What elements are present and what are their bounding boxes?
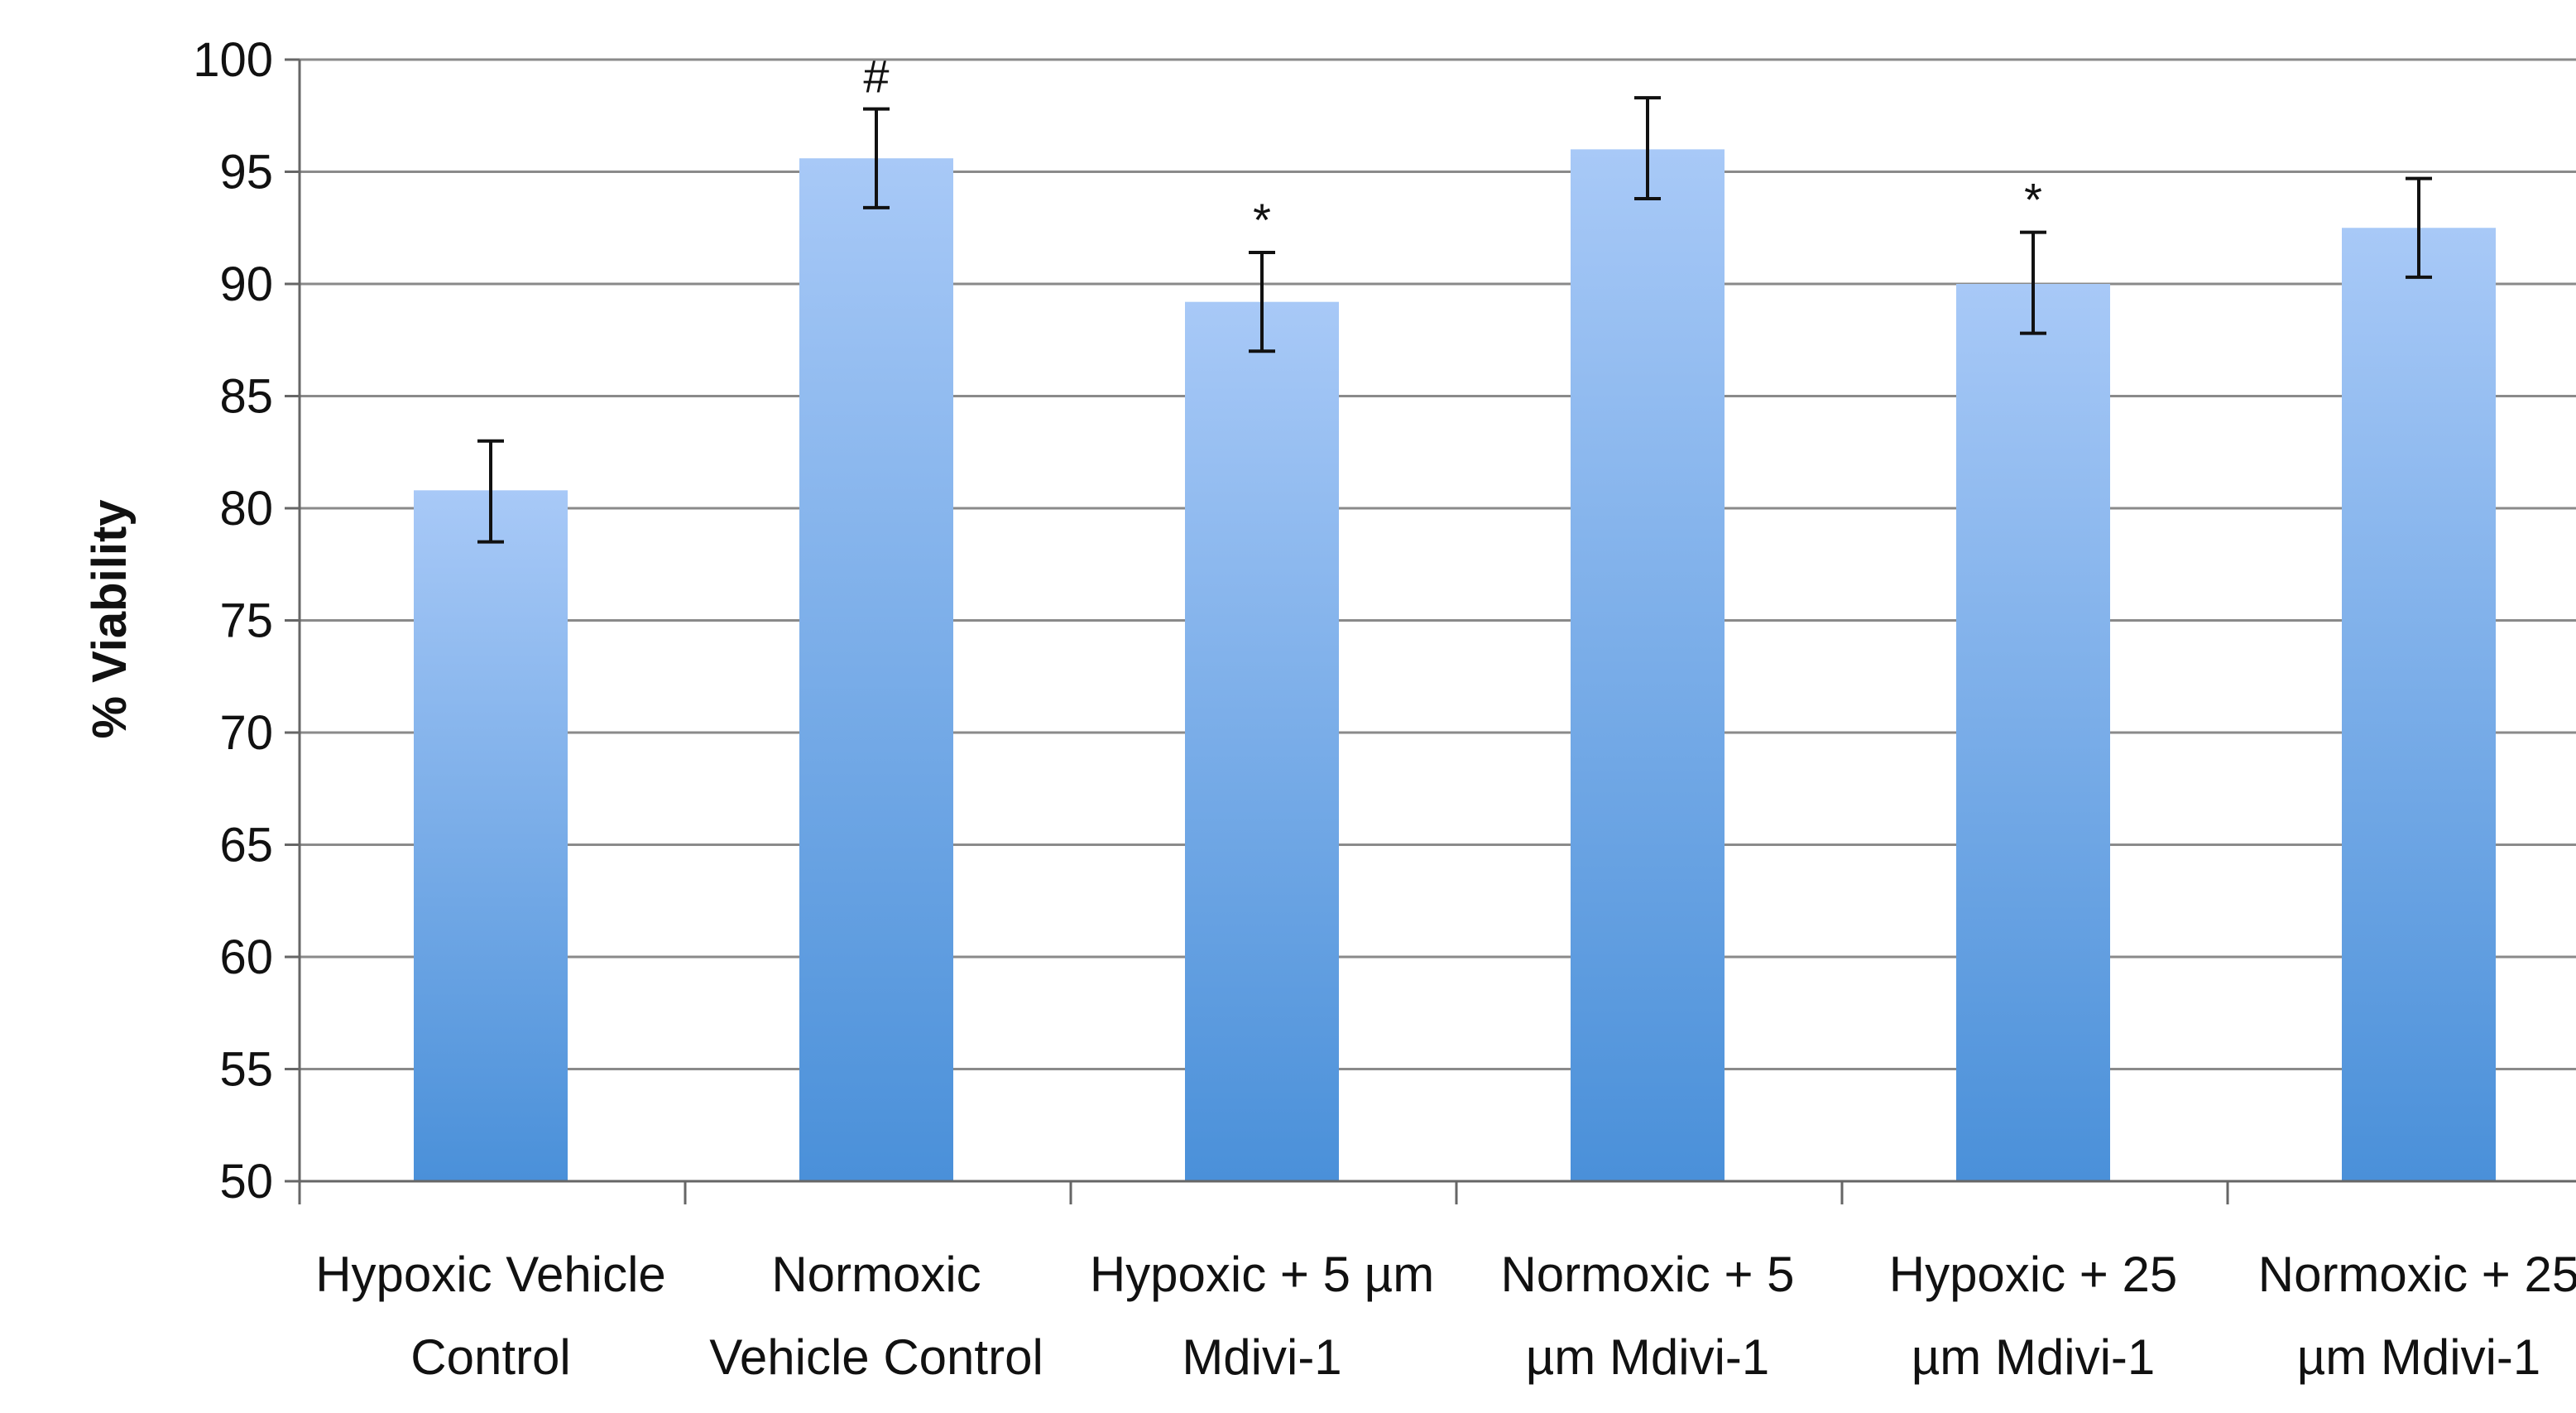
y-tick-label: 65 xyxy=(219,819,273,872)
bar xyxy=(1185,301,1339,1182)
bar xyxy=(1956,284,2110,1181)
significance-marker: * xyxy=(2024,174,2042,226)
y-tick-label: 90 xyxy=(219,257,273,311)
significance-marker: # xyxy=(863,50,889,103)
x-tick-label: Hypoxic + 25 xyxy=(1889,1247,2178,1302)
x-tick-label: µm Mdivi-1 xyxy=(2297,1329,2541,1385)
y-tick-label: 50 xyxy=(219,1155,273,1209)
y-tick-label: 70 xyxy=(219,706,273,760)
x-tick-label: Vehicle Control xyxy=(709,1329,1043,1385)
x-tick-label: Hypoxic + 5 µm xyxy=(1090,1247,1434,1302)
bars xyxy=(414,96,2496,1182)
bar xyxy=(799,158,953,1182)
x-tick-label: Control xyxy=(410,1329,570,1385)
bar xyxy=(1571,149,1725,1181)
y-tick-label: 80 xyxy=(219,482,273,536)
y-tick-label: 85 xyxy=(219,370,273,424)
y-tick-label: 95 xyxy=(219,146,273,199)
x-tick-label: Normoxic + 25 xyxy=(2258,1247,2576,1302)
labels: 50 55 60 65 70 75 80 85 90 95 100 Hypoxic Vehicle Co… xyxy=(193,33,2576,1385)
bar xyxy=(2342,228,2496,1181)
y-tick-label: 55 xyxy=(219,1043,273,1097)
x-tick-label: µm Mdivi-1 xyxy=(1912,1329,2156,1385)
y-tick-label: 100 xyxy=(193,33,273,87)
y-tick-label: 60 xyxy=(219,930,273,984)
x-tick-label: Normoxic xyxy=(771,1247,981,1302)
significance-marker: * xyxy=(1253,194,1271,246)
gridlines xyxy=(300,58,2576,1070)
y-tick-label: 75 xyxy=(219,594,273,648)
x-tick-label: Mdivi-1 xyxy=(1182,1329,1341,1385)
x-tick-label: µm Mdivi-1 xyxy=(1526,1329,1770,1385)
y-axis-label: % Viability xyxy=(83,499,137,738)
x-tick-label: Hypoxic Vehicle xyxy=(315,1247,666,1302)
axes xyxy=(285,58,2576,1204)
x-tick-label: Normoxic + 5 xyxy=(1500,1247,1794,1302)
bar xyxy=(414,490,568,1181)
